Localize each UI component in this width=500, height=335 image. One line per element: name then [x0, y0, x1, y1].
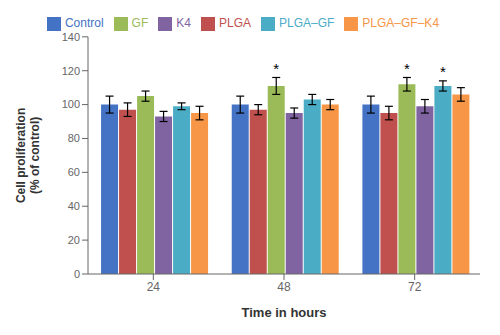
- svg-text:*: *: [404, 60, 410, 77]
- svg-text:48: 48: [277, 280, 291, 294]
- svg-text:140: 140: [62, 31, 80, 43]
- html-text:PLGA–GF: PLGA–GF: [279, 16, 335, 30]
- html-text:PLGA: PLGA: [219, 16, 251, 30]
- svg-text:80: 80: [68, 132, 80, 144]
- svg-text:Cell proliferation(% of contro: Cell proliferation(% of control): [14, 108, 42, 203]
- svg-text:Time in hours: Time in hours: [242, 305, 327, 320]
- html-text:Control: Control: [64, 16, 104, 30]
- svg-text:100: 100: [62, 98, 80, 110]
- svg-text:120: 120: [62, 65, 80, 77]
- svg-text:*: *: [273, 60, 279, 77]
- svg-text:24: 24: [147, 280, 161, 294]
- svg-text:40: 40: [68, 200, 80, 212]
- svg-text:*: *: [440, 63, 446, 80]
- svg-text:72: 72: [408, 280, 422, 294]
- svg-text:0: 0: [74, 268, 80, 280]
- html-text:K4: K4: [176, 16, 191, 30]
- svg-text:60: 60: [68, 166, 80, 178]
- svg-text:20: 20: [68, 234, 80, 246]
- html-text:PLGA–GF–K4: PLGA–GF–K4: [362, 16, 440, 30]
- html-text:GF: GF: [131, 16, 149, 30]
